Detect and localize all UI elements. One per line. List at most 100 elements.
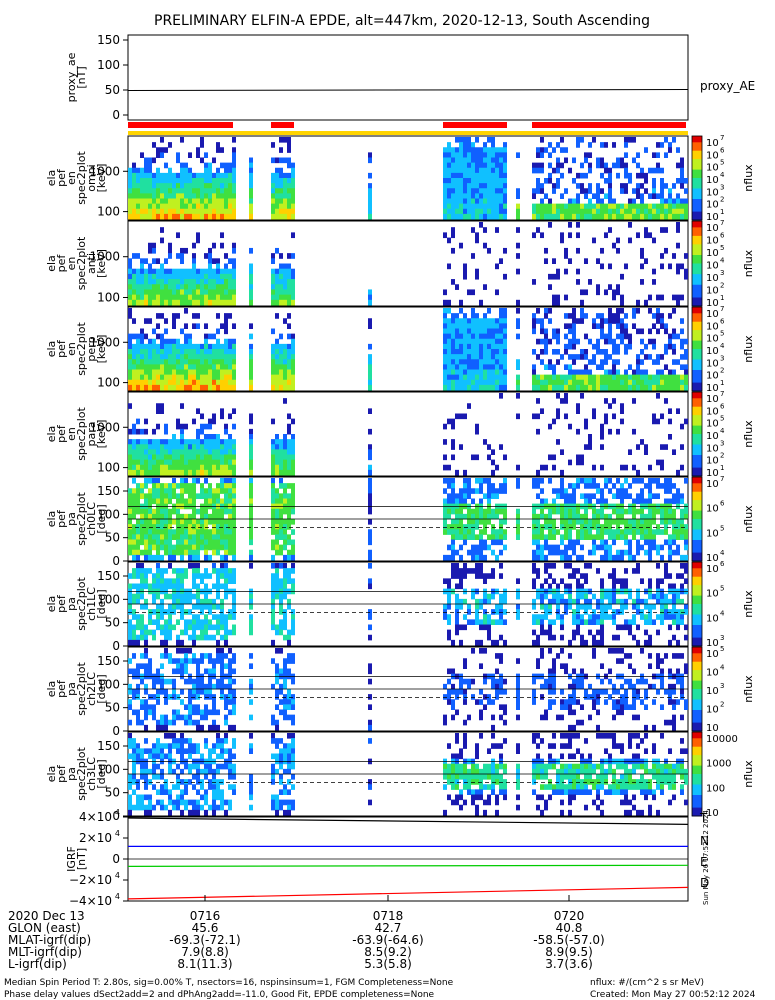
colorbar-tick: 10 — [706, 150, 719, 161]
heatmap-cell — [283, 349, 287, 355]
colorbar-step — [692, 353, 702, 356]
heatmap-cell — [552, 634, 556, 641]
ylabel-pef_en_omni: pef — [55, 168, 68, 187]
colorbar-step — [692, 146, 702, 150]
heatmap-cell — [620, 604, 624, 610]
heatmap-cell — [620, 418, 624, 425]
heatmap-cell — [576, 232, 580, 239]
heatmap-cell — [499, 619, 503, 625]
heatmap-cell — [212, 178, 216, 184]
heatmap-cell — [249, 519, 253, 525]
heatmap-cell — [212, 379, 216, 386]
heatmap-cell — [164, 639, 168, 646]
heatmap-cell — [483, 614, 487, 620]
heatmap-cell — [536, 318, 540, 324]
heatmap-cell — [499, 524, 503, 530]
heatmap-cell — [596, 568, 600, 574]
colorbar-tick: 10 — [706, 383, 719, 394]
heatmap-cell — [644, 524, 648, 530]
colorbar-step — [692, 444, 702, 448]
heatmap-cell — [495, 152, 499, 158]
heatmap-cell — [160, 408, 164, 414]
heatmap-cell — [152, 172, 156, 179]
heatmap-cell — [228, 434, 232, 440]
heatmap-cell — [640, 263, 644, 270]
heatmap-cell — [495, 554, 499, 561]
heatmap-cell — [196, 284, 200, 290]
heatmap-cell — [572, 488, 576, 494]
heatmap-cell — [152, 284, 156, 290]
heatmap-cell — [176, 359, 180, 365]
heatmap-cell — [552, 454, 556, 461]
heatmap-cell — [228, 289, 232, 296]
heatmap-cell — [156, 208, 160, 215]
colorbar-step — [692, 278, 702, 281]
ylabel-pef_en_omni: spec2plot — [75, 151, 88, 205]
heatmap-cell — [368, 454, 372, 461]
heatmap-cell — [483, 167, 487, 174]
heatmap-cell — [455, 583, 459, 590]
heatmap-cell — [576, 598, 580, 605]
heatmap-cell — [172, 384, 176, 391]
heatmap-cell — [503, 172, 507, 179]
heatmap-cell — [479, 299, 483, 306]
heatmap-cell — [479, 508, 483, 515]
heatmap-cell — [636, 232, 640, 239]
heatmap-cell — [636, 328, 640, 335]
heatmap-cell — [208, 454, 212, 461]
heatmap-cell — [192, 418, 196, 425]
heatmap-cell — [164, 529, 168, 535]
heatmap-cell — [628, 364, 632, 370]
heatmap-cell — [224, 428, 228, 435]
heatmap-cell — [176, 273, 180, 280]
heatmap-cell — [455, 619, 459, 625]
heatmap-cell — [463, 172, 467, 179]
colorbar-step — [692, 431, 702, 435]
heatmap-cell — [271, 459, 275, 466]
heatmap-cell — [544, 147, 548, 153]
heatmap-cell — [491, 609, 495, 615]
heatmap-cell — [172, 318, 176, 324]
heatmap-cell — [640, 513, 644, 520]
heatmap-cell — [672, 549, 676, 556]
heatmap-cell — [212, 583, 216, 590]
colorbar-tick: 10 — [706, 212, 719, 223]
heatmap-cell — [200, 193, 204, 199]
heatmap-cell — [228, 534, 232, 540]
heatmap-cell — [148, 478, 152, 484]
colorbar-step — [692, 225, 702, 228]
heatmap-cell — [283, 294, 287, 301]
heatmap-cell — [564, 157, 568, 164]
heatmap-cell — [172, 193, 176, 199]
heatmap-cell — [668, 539, 672, 546]
heatmap-cell — [552, 464, 556, 471]
heatmap-cell — [628, 333, 632, 340]
heatmap-cell — [499, 198, 503, 205]
heatmap-cell — [616, 359, 620, 365]
heatmap-cell — [224, 279, 228, 285]
heatmap-cell — [172, 313, 176, 319]
heatmap-cell — [664, 529, 668, 535]
colorbar-tick: 10 — [706, 298, 719, 309]
heatmap-cell — [499, 183, 503, 189]
heatmap-cell — [192, 629, 196, 636]
heatmap-cell — [684, 379, 688, 386]
heatmap-cell — [164, 619, 168, 625]
heatmap-cell — [152, 343, 156, 350]
heatmap-cell — [279, 454, 283, 461]
ytick-label: 100 — [97, 291, 120, 305]
heatmap-cell — [160, 289, 164, 296]
heatmap-cell — [180, 439, 184, 445]
heatmap-cell — [136, 333, 140, 340]
heatmap-cell — [160, 364, 164, 370]
heatmap-cell — [672, 198, 676, 205]
heatmap-cell — [283, 464, 287, 471]
heatmap-cell — [475, 604, 479, 610]
colorbar-step — [692, 485, 702, 488]
heatmap-cell — [624, 142, 628, 148]
heatmap-cell — [283, 488, 287, 494]
heatmap-cell — [516, 203, 520, 210]
heatmap-cell — [475, 544, 479, 551]
ytick-label: 1000 — [89, 164, 120, 178]
heatmap-cell — [648, 549, 652, 556]
